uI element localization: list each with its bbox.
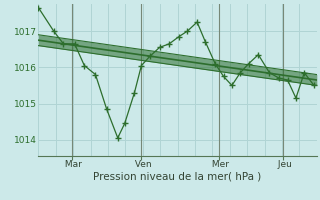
X-axis label: Pression niveau de la mer( hPa ): Pression niveau de la mer( hPa ) (93, 172, 262, 182)
